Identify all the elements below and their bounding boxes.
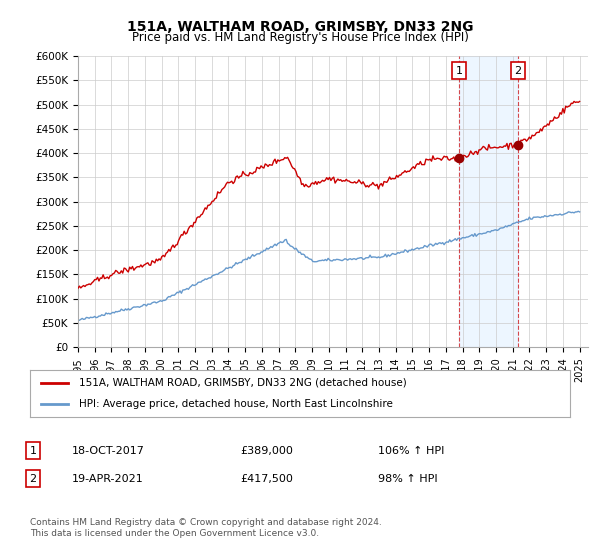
Text: 2: 2 [29,474,37,484]
Text: 1: 1 [456,66,463,76]
Text: 151A, WALTHAM ROAD, GRIMSBY, DN33 2NG: 151A, WALTHAM ROAD, GRIMSBY, DN33 2NG [127,20,473,34]
Text: 19-APR-2021: 19-APR-2021 [72,474,144,484]
Text: 98% ↑ HPI: 98% ↑ HPI [378,474,437,484]
Text: 2: 2 [514,66,521,76]
Text: £389,000: £389,000 [240,446,293,456]
Text: 106% ↑ HPI: 106% ↑ HPI [378,446,445,456]
Text: 1: 1 [29,446,37,456]
Bar [459,56,518,347]
Text: 151A, WALTHAM ROAD, GRIMSBY, DN33 2NG (detached house): 151A, WALTHAM ROAD, GRIMSBY, DN33 2NG (d… [79,378,406,388]
Text: £417,500: £417,500 [240,474,293,484]
Text: HPI: Average price, detached house, North East Lincolnshire: HPI: Average price, detached house, Nort… [79,399,392,409]
Text: 18-OCT-2017: 18-OCT-2017 [72,446,145,456]
Text: Contains HM Land Registry data © Crown copyright and database right 2024.
This d: Contains HM Land Registry data © Crown c… [30,518,382,538]
Text: Price paid vs. HM Land Registry's House Price Index (HPI): Price paid vs. HM Land Registry's House … [131,31,469,44]
